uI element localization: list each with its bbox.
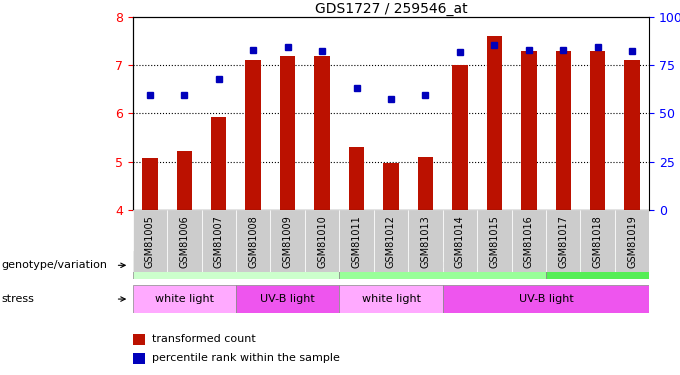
Bar (443, 285, 649, 313)
Text: wild type: wild type (211, 260, 261, 270)
Bar (521, 51, 537, 210)
Bar (211, 117, 226, 210)
Text: GSM81013: GSM81013 (420, 215, 430, 268)
Bar (245, 60, 261, 210)
Bar (133, 352, 145, 364)
Bar (236, 210, 271, 272)
Bar (280, 56, 295, 210)
Bar (452, 65, 468, 210)
Text: GSM81006: GSM81006 (180, 215, 189, 268)
Text: GSM81016: GSM81016 (524, 215, 534, 268)
Bar (339, 285, 443, 313)
Bar (487, 36, 502, 210)
Bar (546, 210, 581, 272)
Bar (142, 158, 158, 210)
Bar (133, 251, 339, 279)
Bar (511, 210, 546, 272)
Bar (339, 210, 374, 272)
Bar (271, 210, 305, 272)
Bar (418, 157, 433, 210)
Text: GSM81014: GSM81014 (455, 215, 465, 268)
Text: GSM81005: GSM81005 (145, 215, 155, 268)
Bar (339, 251, 546, 279)
Bar (167, 210, 201, 272)
Bar (477, 210, 511, 272)
Title: GDS1727 / 259546_at: GDS1727 / 259546_at (315, 2, 467, 16)
Text: stress: stress (1, 294, 34, 304)
Bar (443, 210, 477, 272)
Text: GSM81015: GSM81015 (490, 215, 499, 268)
Bar (133, 210, 167, 272)
Bar (177, 151, 192, 210)
Text: GSM81017: GSM81017 (558, 215, 568, 268)
Bar (133, 334, 145, 345)
Bar (314, 56, 330, 210)
Bar (581, 210, 615, 272)
Bar (349, 147, 364, 210)
Bar (546, 251, 649, 279)
Text: GSM81010: GSM81010 (317, 215, 327, 268)
Text: uvr8-1 mutant: uvr8-1 mutant (403, 260, 483, 270)
Text: percentile rank within the sample: percentile rank within the sample (152, 353, 339, 363)
Bar (624, 60, 640, 210)
Text: GSM81012: GSM81012 (386, 215, 396, 268)
Bar (384, 163, 398, 210)
Text: white light: white light (362, 294, 420, 304)
Bar (236, 285, 339, 313)
Bar (201, 210, 236, 272)
Bar (305, 210, 339, 272)
Bar (590, 51, 605, 210)
Text: GSM81018: GSM81018 (593, 215, 602, 268)
Bar (615, 210, 649, 272)
Text: GSM81009: GSM81009 (283, 215, 292, 268)
Text: UV-B light: UV-B light (519, 294, 573, 304)
Bar (374, 210, 408, 272)
Text: transformed count: transformed count (152, 334, 256, 344)
Bar (408, 210, 443, 272)
Bar (133, 285, 236, 313)
Text: white light: white light (155, 294, 214, 304)
Text: GSM81007: GSM81007 (214, 215, 224, 268)
Text: GSM81011: GSM81011 (352, 215, 362, 268)
Bar (556, 51, 571, 210)
Text: GSM81019: GSM81019 (627, 215, 637, 268)
Text: GSM81008: GSM81008 (248, 215, 258, 268)
Text: UV-B light: UV-B light (260, 294, 315, 304)
Text: hy5-1 mutant: hy5-1 mutant (560, 260, 636, 270)
Text: genotype/variation: genotype/variation (1, 260, 107, 270)
